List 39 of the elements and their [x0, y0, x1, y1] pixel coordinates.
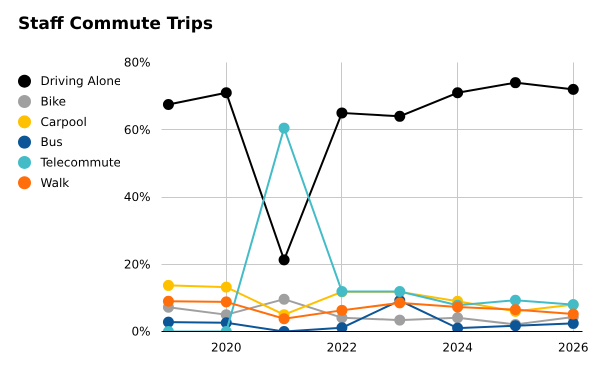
legend-label: Bike [40, 94, 66, 109]
point [220, 87, 232, 98]
point [510, 294, 521, 306]
point [162, 296, 174, 307]
point [394, 314, 406, 326]
point [162, 280, 174, 291]
x-tick-label: 2026 [558, 340, 589, 354]
y-tick-label: 60% [124, 122, 150, 137]
x-tick-label: 2022 [326, 340, 358, 354]
point [394, 110, 406, 122]
legend-label: Telecommute [40, 155, 121, 170]
point [220, 296, 232, 308]
point [162, 99, 174, 110]
point [278, 313, 290, 324]
point [510, 77, 521, 88]
point [336, 107, 348, 118]
legend-label: Walk [40, 176, 70, 190]
x-tick-label: 2024 [442, 340, 473, 354]
point [278, 294, 290, 305]
point [568, 308, 579, 320]
point [162, 316, 174, 328]
point [452, 322, 464, 332]
y-tick-label: 80% [124, 56, 150, 70]
y-tick-label: 40% [124, 190, 150, 204]
legend-label: Carpool [40, 114, 87, 129]
point [568, 84, 579, 95]
point [336, 322, 348, 332]
point [336, 304, 348, 316]
y-tick-label: 20% [124, 257, 150, 272]
point [278, 122, 290, 134]
point [220, 282, 232, 293]
chart-title: Staff Commute Trips [18, 13, 214, 36]
x-tick-label: 2020 [211, 340, 242, 354]
point [568, 318, 579, 329]
y-tick-label: 0% [131, 324, 151, 338]
legend-label: Bus [40, 135, 63, 150]
point [452, 312, 464, 324]
point [452, 87, 464, 98]
point [278, 254, 290, 266]
